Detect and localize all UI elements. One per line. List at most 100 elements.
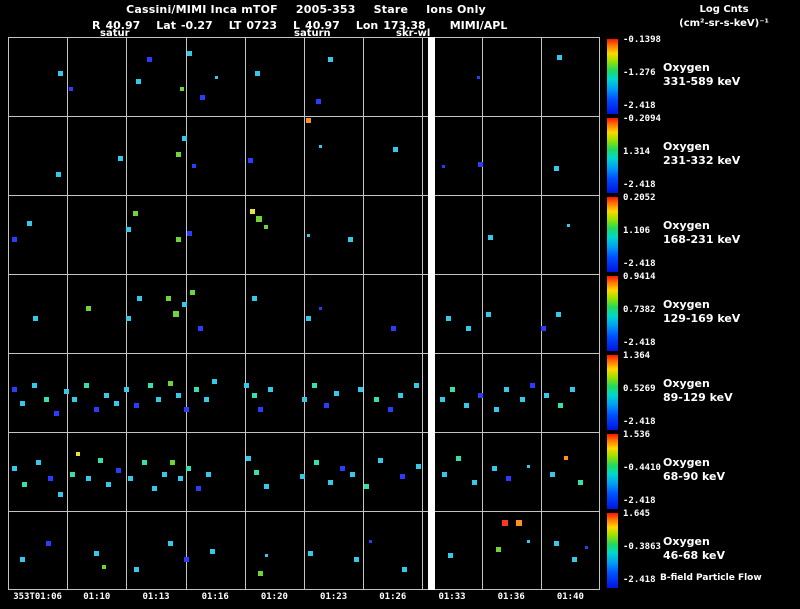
- data-point: [97, 457, 103, 463]
- date-label: 2005-353: [295, 3, 356, 16]
- data-point: [503, 386, 509, 392]
- data-point: [85, 475, 91, 481]
- data-point: [254, 70, 260, 76]
- data-point: [21, 481, 27, 487]
- data-point: [115, 467, 121, 473]
- data-point: [519, 396, 525, 402]
- grid-line: [363, 37, 364, 590]
- colorbar-min-label: -2.418: [623, 496, 656, 506]
- data-point: [555, 311, 561, 317]
- data-point: [43, 396, 49, 402]
- data-point: [487, 234, 493, 240]
- data-point: [251, 392, 257, 398]
- data-point: [257, 570, 263, 576]
- data-point: [392, 146, 398, 152]
- data-point: [125, 315, 131, 321]
- data-point: [540, 325, 546, 331]
- data-point: [185, 465, 191, 471]
- data-point: [26, 220, 32, 226]
- ephemeris-pair: R 40.97: [92, 19, 140, 32]
- data-point: [323, 402, 329, 408]
- data-point: [415, 463, 421, 469]
- colorbar: [607, 118, 618, 193]
- colorbar-max-label: 0.2052: [623, 193, 656, 203]
- data-point: [32, 315, 38, 321]
- data-point: [63, 388, 69, 394]
- colorbar-min-label: -2.418: [623, 338, 656, 348]
- grid-line: [422, 37, 423, 590]
- data-point: [566, 223, 570, 227]
- data-point: [477, 392, 483, 398]
- energy-label: Oxygen 168-231 keV: [663, 219, 740, 247]
- ephemeris-line: R 40.97 Lat -0.27 LT 0723 L 40.97 Lon 173.38 MIMI/…: [92, 19, 507, 32]
- data-point: [57, 491, 63, 497]
- data-point: [141, 459, 147, 465]
- ephemeris-value: -0.27: [180, 19, 213, 32]
- data-point: [205, 471, 211, 477]
- data-point: [397, 392, 403, 398]
- energy-range-label: 129-169 keV: [663, 312, 741, 325]
- annotation-label: saturn: [294, 28, 331, 39]
- data-point: [133, 402, 139, 408]
- colorbar-min-label: -2.418: [623, 259, 656, 269]
- data-point: [165, 295, 171, 301]
- data-point: [105, 481, 111, 487]
- energy-label: Oxygen 46-68 keV: [663, 535, 725, 563]
- data-point: [211, 378, 217, 384]
- colorbar-max-label: -0.1398: [623, 35, 661, 45]
- data-point: [339, 465, 345, 471]
- data-point: [189, 289, 195, 295]
- time-tick-label: 01:33: [438, 592, 466, 602]
- data-point: [553, 540, 559, 546]
- colorbar-mid-label: -0.3863: [623, 542, 661, 552]
- data-point: [169, 459, 175, 465]
- data-point: [103, 392, 109, 398]
- instrument-title: Cassini/MIMI Inca mTOF: [126, 3, 278, 16]
- data-point: [557, 402, 563, 408]
- data-point: [357, 386, 363, 392]
- data-point: [445, 315, 451, 321]
- data-point: [249, 208, 255, 214]
- data-point: [305, 315, 311, 321]
- data-point: [390, 325, 396, 331]
- data-point: [477, 161, 483, 167]
- colorbar-min-label: -2.418: [623, 180, 656, 190]
- data-point: [471, 479, 477, 485]
- species-label: Oxygen: [663, 219, 710, 232]
- ephemeris-pair: Lon 173.38: [356, 19, 426, 32]
- energy-range-label: 331-589 keV: [663, 75, 741, 88]
- annotation-label: satur: [100, 28, 130, 39]
- data-point: [449, 386, 455, 392]
- page-title: Cassini/MIMI Inca mTOF 2005-353 Stare Ions …: [0, 3, 612, 16]
- ephemeris-pair: L 40.97: [293, 19, 340, 32]
- grid-line: [186, 37, 187, 590]
- data-point: [125, 226, 131, 232]
- ephemeris-label: Lat: [156, 19, 176, 32]
- data-point: [516, 520, 522, 526]
- colorbar-mid-label: -0.4410: [623, 463, 661, 473]
- data-point: [251, 295, 257, 301]
- data-point: [465, 325, 471, 331]
- data-point: [564, 456, 568, 460]
- colorbar-max-label: 0.9414: [623, 272, 656, 282]
- time-tick-label: 01:40: [556, 592, 584, 602]
- energy-range-label: 168-231 keV: [663, 233, 741, 246]
- data-point: [301, 396, 307, 402]
- energy-range-label: 68-90 keV: [663, 470, 726, 483]
- species-label: Oxygen: [663, 140, 710, 153]
- data-point: [439, 396, 445, 402]
- data-point: [11, 386, 17, 392]
- grid-line: [8, 195, 600, 196]
- data-point: [349, 471, 355, 477]
- data-point: [83, 382, 89, 388]
- grid-line: [8, 353, 600, 354]
- colorbar-mid-label: 0.7382: [623, 305, 656, 315]
- data-point: [71, 396, 77, 402]
- data-point: [181, 301, 187, 307]
- data-point: [102, 565, 106, 569]
- data-point: [186, 50, 192, 56]
- species-label: Oxygen: [663, 298, 710, 311]
- data-point: [19, 400, 25, 406]
- colorbar-max-label: 1.536: [623, 430, 651, 440]
- data-point: [93, 550, 99, 556]
